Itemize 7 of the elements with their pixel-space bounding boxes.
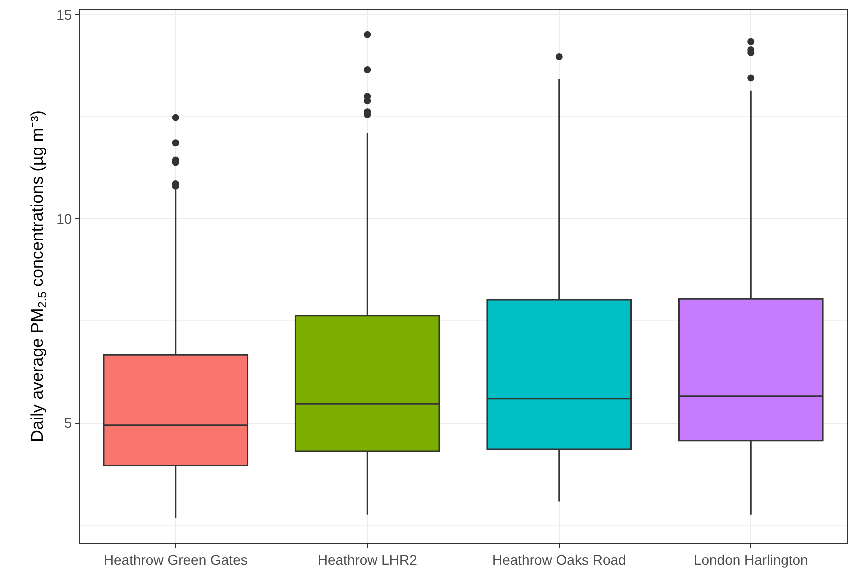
y-tick-label: 10 bbox=[56, 211, 72, 228]
y-tick-label: 5 bbox=[64, 415, 72, 432]
x-tick-label: Heathrow Green Gates bbox=[104, 552, 248, 568]
x-tick-label: London Harlington bbox=[694, 552, 808, 568]
x-tick-label: Heathrow LHR2 bbox=[318, 552, 418, 568]
x-tick-label: Heathrow Oaks Road bbox=[492, 552, 626, 568]
y-tick-label: 15 bbox=[56, 6, 72, 23]
